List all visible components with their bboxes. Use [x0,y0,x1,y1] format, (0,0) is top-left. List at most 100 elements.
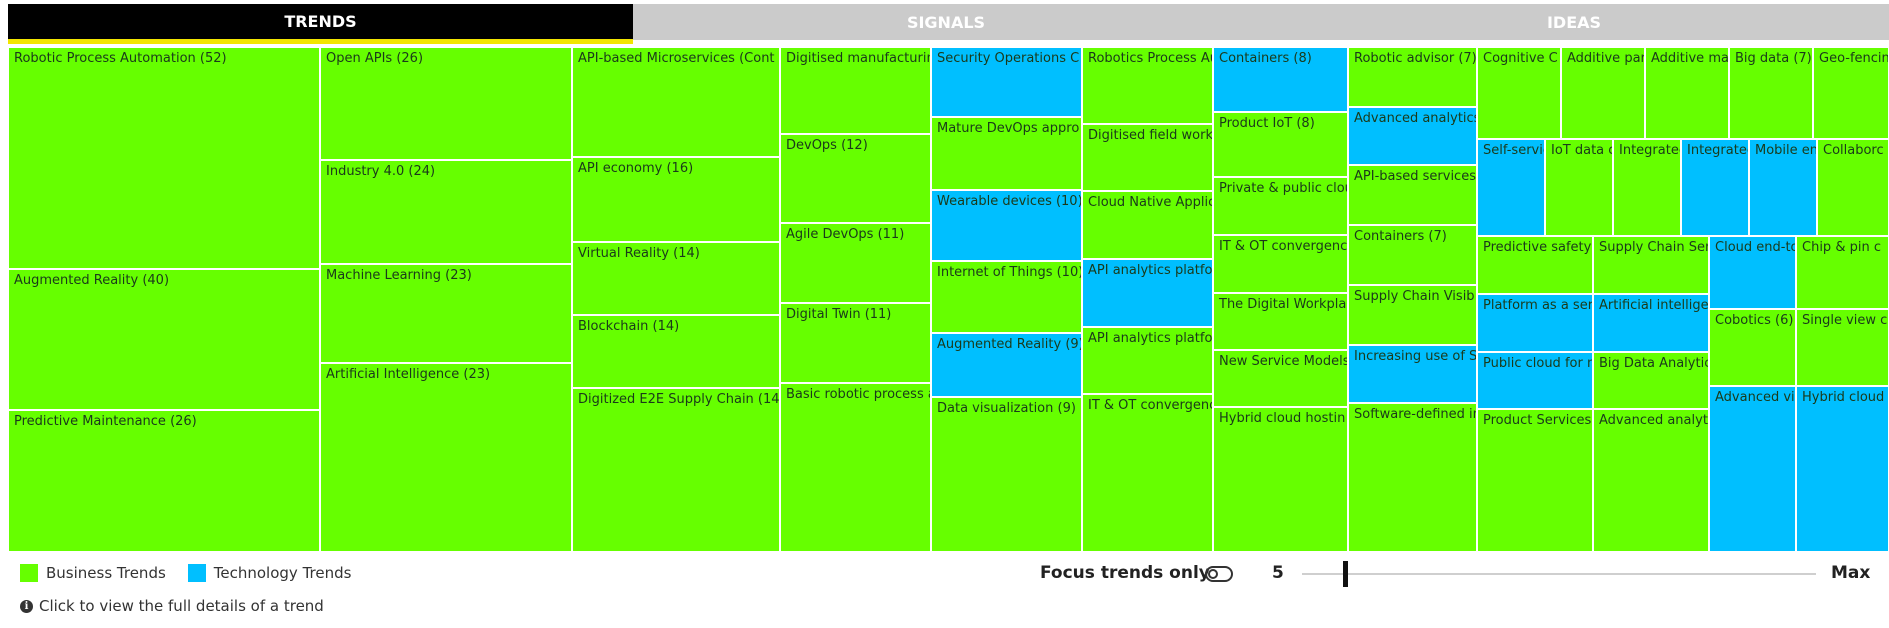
trend-cell[interactable]: Data visualization (9) [931,397,1082,552]
trend-cell-label: Product Services [1483,413,1592,428]
trend-cell[interactable]: Software-defined in [1348,403,1477,552]
trend-cell[interactable]: Cobotics (6) [1709,309,1796,386]
trend-cell[interactable]: Cloud end-to [1709,236,1796,309]
trend-cell[interactable]: Digital Twin (11) [780,303,931,383]
trend-cell[interactable]: Geo-fencin [1813,47,1889,139]
trend-cell[interactable]: Virtual Reality (14) [572,242,780,315]
trend-cell[interactable]: Containers (8) [1213,47,1348,112]
trend-cell[interactable]: Containers (7) [1348,225,1477,285]
trend-cell[interactable]: Increasing use of S [1348,345,1477,403]
trend-cell-label: Artificial intellige [1599,298,1709,313]
trend-cell[interactable]: Collaborc [1817,139,1889,236]
trend-cell[interactable]: Predictive safety [1477,236,1593,294]
trend-cell[interactable]: Advanced vis [1709,386,1796,552]
trend-cell-label: Collaborc [1823,143,1884,158]
trend-cell[interactable]: Self-servic [1477,139,1545,236]
trend-cell-label: Data visualization (9) [937,401,1076,416]
trend-cell[interactable]: Internet of Things (10) [931,261,1082,333]
trend-cell[interactable]: Predictive Maintenance (26) [8,410,320,552]
trend-cell[interactable]: Digitised manufacturin [780,47,931,134]
trend-cell[interactable]: Machine Learning (23) [320,264,572,363]
trend-cell[interactable]: Wearable devices (10) [931,190,1082,261]
trend-cell[interactable]: Augmented Reality (9) [931,333,1082,397]
trend-cell-label: Platform as a ser [1483,298,1593,313]
slider-thumb[interactable] [1343,561,1348,587]
trend-cell[interactable]: Digitised field work [1082,124,1213,191]
trend-cell-label: Predictive Maintenance (26) [14,414,197,429]
trend-cell[interactable]: API economy (16) [572,157,780,242]
trend-cell[interactable]: Basic robotic process a [780,383,931,552]
trend-cell[interactable]: Integratec [1613,139,1681,236]
trend-cell[interactable]: Single view c [1796,309,1889,386]
trend-cell[interactable]: Robotics Process Au [1082,47,1213,124]
trend-cell-label: Agile DevOps (11) [786,227,905,242]
trend-cell[interactable]: API analytics platfo [1082,327,1213,394]
trend-cell[interactable]: API analytics platfo [1082,259,1213,327]
trend-cell[interactable]: Chip & pin c [1796,236,1889,309]
trend-cell[interactable]: Artificial intellige [1593,294,1709,352]
focus-toggle[interactable] [1205,566,1233,582]
trend-cell-label: Containers (7) [1354,229,1447,244]
trend-cell-label: Cloud Native Applic [1088,195,1213,210]
trend-cell-label: IoT data c [1551,143,1613,158]
trend-cell-label: IT & OT convergence [1219,239,1348,254]
trend-cell[interactable]: Robotic advisor (7) [1348,47,1477,107]
trend-cell[interactable]: IT & OT convergence [1213,235,1348,293]
trend-cell-label: The Digital Workpla [1219,297,1347,312]
trend-cell[interactable]: Product Services [1477,409,1593,552]
trend-cell[interactable]: Cognitive C [1477,47,1561,139]
trend-cell-label: Machine Learning (23) [326,268,472,283]
trend-cell-label: Chip & pin c [1802,240,1881,255]
trend-cell-label: Augmented Reality (9) [937,337,1082,352]
trends-treemap: Robotic Process Automation (52) Augmented… [8,47,1889,552]
trend-cell[interactable]: API-based Microservices (Cont [572,47,780,157]
trend-cell-label: Industry 4.0 (24) [326,164,436,179]
trend-cell[interactable]: DevOps (12) [780,134,931,223]
hint-label: Click to view the full details of a tren… [39,597,324,615]
trend-cell[interactable]: IoT data c [1545,139,1613,236]
trend-cell[interactable]: Digitized E2E Supply Chain (14) [572,388,780,552]
trend-cell-label: Supply Chain Visib [1354,289,1475,304]
trend-cell[interactable]: Augmented Reality (40) [8,269,320,410]
trend-cell[interactable]: New Service Models [1213,350,1348,407]
trend-cell[interactable]: Open APIs (26) [320,47,572,160]
trend-cell[interactable]: Private & public clou [1213,177,1348,235]
trend-cell[interactable]: Integratec [1681,139,1749,236]
trend-cell[interactable]: Supply Chain Visib [1348,285,1477,345]
trend-cell-label: API-based services [1354,169,1476,184]
trend-cell[interactable]: IT & OT convergenc [1082,394,1213,552]
trend-cell[interactable]: Hybrid cloud hostin [1213,407,1348,552]
trend-cell[interactable]: Additive par [1561,47,1645,139]
trend-cell[interactable]: Platform as a ser [1477,294,1593,352]
threshold-slider[interactable] [1302,561,1816,587]
trend-cell[interactable]: Supply Chain Ser [1593,236,1709,294]
tab-ideas[interactable]: IDEAS [1259,4,1889,40]
trend-cell[interactable]: Mobile en [1749,139,1817,236]
trend-cell[interactable]: Hybrid cloud [1796,386,1889,552]
trend-cell[interactable]: Mature DevOps appro [931,117,1082,190]
trend-cell[interactable]: Industry 4.0 (24) [320,160,572,264]
trend-cell-label: Robotic Process Automation (52) [14,51,227,66]
tab-trends[interactable]: TRENDS [8,4,633,44]
trend-cell[interactable]: Blockchain (14) [572,315,780,388]
trend-cell[interactable]: Additive ma [1645,47,1729,139]
trend-cell-label: Big Data Analytic [1599,356,1709,371]
slider-track [1302,573,1816,575]
trend-cell[interactable]: Advanced analytics [1348,107,1477,165]
trend-cell[interactable]: Big data (7) [1729,47,1813,139]
trend-cell[interactable]: Public cloud for n [1477,352,1593,409]
trend-cell[interactable]: Agile DevOps (11) [780,223,931,303]
trend-cell-label: Cognitive C [1483,51,1558,66]
trend-cell[interactable]: Robotic Process Automation (52) [8,47,320,269]
trend-cell-label: Cobotics (6) [1715,313,1794,328]
trend-cell[interactable]: The Digital Workpla [1213,293,1348,350]
trend-cell[interactable]: Cloud Native Applic [1082,191,1213,259]
trend-cell[interactable]: Security Operations C [931,47,1082,117]
tab-signals[interactable]: SIGNALS [633,4,1259,40]
trend-cell-label: Single view c [1802,313,1888,328]
trend-cell[interactable]: Big Data Analytic [1593,352,1709,409]
trend-cell[interactable]: Product IoT (8) [1213,112,1348,177]
trend-cell[interactable]: API-based services [1348,165,1477,225]
trend-cell[interactable]: Artificial Intelligence (23) [320,363,572,552]
trend-cell[interactable]: Advanced analyt [1593,409,1709,552]
